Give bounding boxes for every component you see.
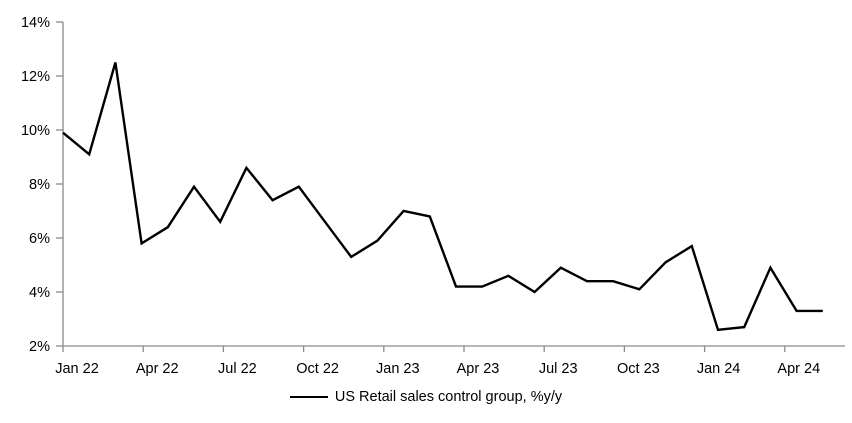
y-tick-label: 2% bbox=[29, 339, 50, 355]
x-tick-label: Apr 23 bbox=[457, 361, 500, 377]
x-tick-label: Jul 23 bbox=[539, 361, 578, 377]
retail-sales-control-line bbox=[62, 62, 823, 332]
y-tick-label: 6% bbox=[29, 231, 50, 247]
y-tick-label: 8% bbox=[29, 177, 50, 193]
x-tick-label: Jul 22 bbox=[218, 361, 257, 377]
x-tick-label: Jan 24 bbox=[697, 361, 741, 377]
y-tick-label: 4% bbox=[29, 285, 50, 301]
legend-line-swatch bbox=[289, 396, 328, 398]
x-tick-label: Oct 22 bbox=[296, 361, 339, 377]
x-tick-label: Jan 23 bbox=[376, 361, 420, 377]
y-tick-label: 10% bbox=[21, 123, 50, 139]
x-tick-label: Apr 24 bbox=[777, 361, 820, 377]
x-tick-label: Oct 23 bbox=[617, 361, 660, 377]
y-tick-label: 14% bbox=[21, 15, 50, 31]
y-tick-label: 12% bbox=[21, 69, 50, 85]
x-tick-label: Apr 22 bbox=[136, 361, 179, 377]
x-tick-label: Jan 22 bbox=[55, 361, 99, 377]
legend: US Retail sales control group, %y/y bbox=[0, 389, 852, 405]
legend-label: US Retail sales control group, %y/y bbox=[334, 389, 563, 405]
